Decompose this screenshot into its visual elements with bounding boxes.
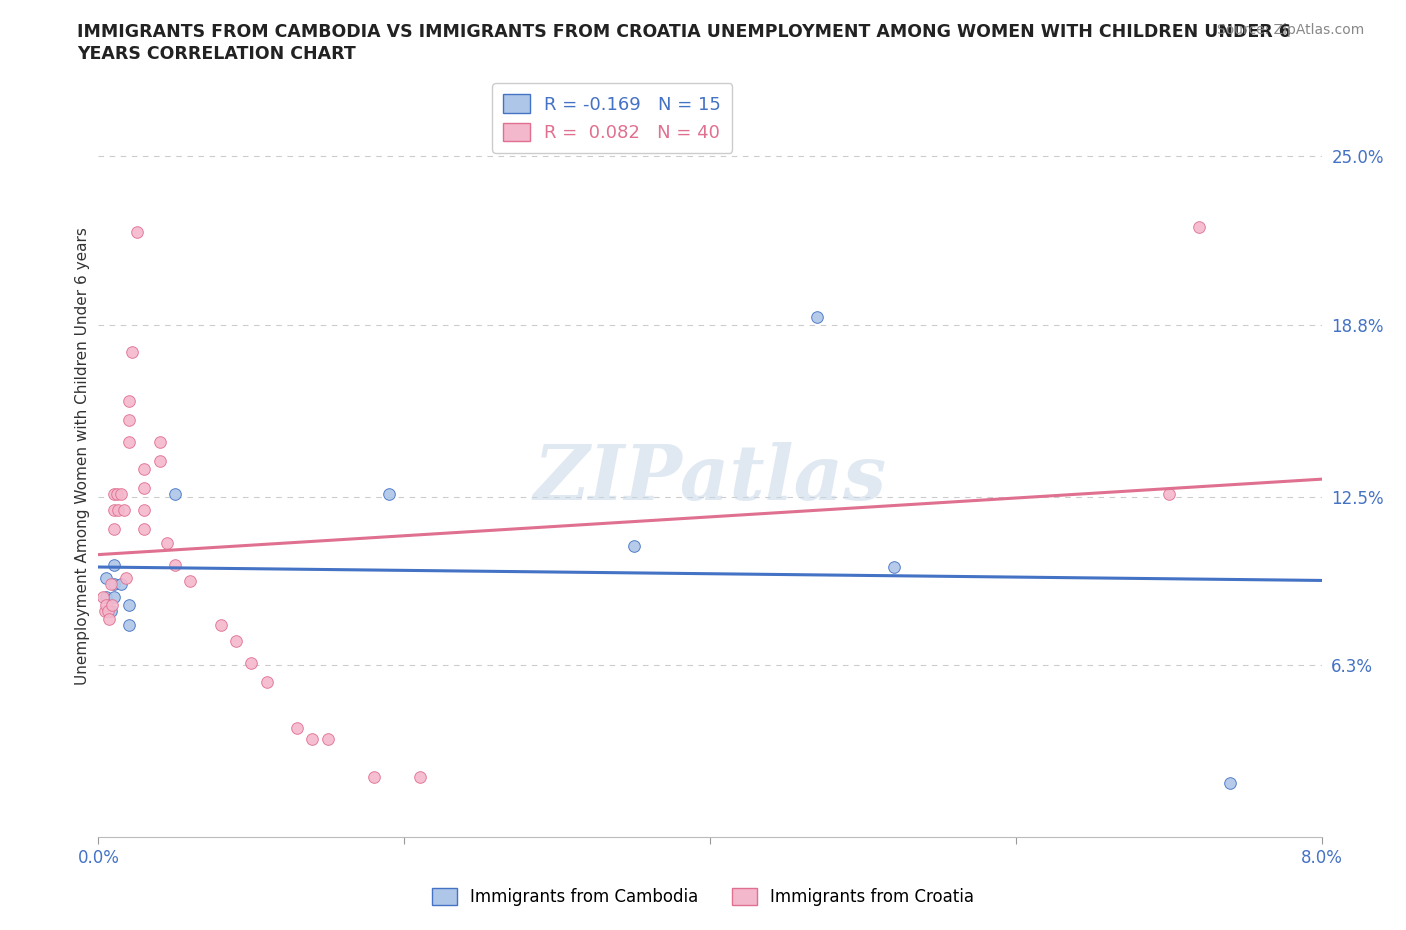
Point — [93, 604, 115, 618]
Point — [110, 577, 132, 591]
Point — [100, 604, 122, 618]
Point — [91, 590, 114, 604]
Point — [179, 574, 201, 589]
Point — [118, 434, 141, 449]
Point — [378, 486, 401, 501]
Point — [112, 503, 135, 518]
Point — [125, 225, 148, 240]
Point — [103, 486, 125, 501]
Point — [163, 557, 186, 572]
Point — [1219, 775, 1241, 790]
Y-axis label: Unemployment Among Women with Children Under 6 years: Unemployment Among Women with Children U… — [75, 227, 90, 684]
Point — [134, 481, 156, 496]
Point — [225, 633, 247, 648]
Point — [623, 538, 645, 553]
Point — [301, 732, 323, 747]
Text: YEARS CORRELATION CHART: YEARS CORRELATION CHART — [77, 45, 356, 62]
Point — [134, 522, 156, 537]
Legend: R = -0.169   N = 15, R =  0.082   N = 40: R = -0.169 N = 15, R = 0.082 N = 40 — [492, 84, 733, 153]
Point — [118, 598, 141, 613]
Point — [94, 598, 117, 613]
Point — [121, 345, 143, 360]
Point — [110, 486, 132, 501]
Point — [103, 503, 125, 518]
Text: IMMIGRANTS FROM CAMBODIA VS IMMIGRANTS FROM CROATIA UNEMPLOYMENT AMONG WOMEN WIT: IMMIGRANTS FROM CAMBODIA VS IMMIGRANTS F… — [77, 23, 1291, 41]
Point — [363, 770, 385, 785]
Point — [285, 721, 308, 736]
Point — [101, 598, 124, 613]
Point — [149, 454, 172, 469]
Point — [115, 571, 138, 586]
Point — [316, 732, 339, 747]
Point — [118, 618, 141, 632]
Point — [883, 560, 905, 575]
Legend: Immigrants from Cambodia, Immigrants from Croatia: Immigrants from Cambodia, Immigrants fro… — [425, 881, 981, 912]
Point — [103, 590, 125, 604]
Point — [1188, 219, 1211, 234]
Point — [256, 674, 278, 689]
Text: ZIPatlas: ZIPatlas — [533, 442, 887, 515]
Point — [107, 503, 129, 518]
Point — [209, 618, 232, 632]
Point — [100, 577, 122, 591]
Point — [118, 413, 141, 428]
Point — [103, 522, 125, 537]
Point — [94, 590, 117, 604]
Point — [806, 310, 828, 325]
Point — [134, 503, 156, 518]
Point — [103, 557, 125, 572]
Point — [94, 571, 117, 586]
Text: Source: ZipAtlas.com: Source: ZipAtlas.com — [1216, 23, 1364, 37]
Point — [149, 434, 172, 449]
Point — [1157, 486, 1180, 501]
Point — [156, 536, 179, 551]
Point — [97, 604, 120, 618]
Point — [118, 393, 141, 408]
Point — [240, 656, 263, 671]
Point — [163, 486, 186, 501]
Point — [134, 462, 156, 477]
Point — [103, 577, 125, 591]
Point — [408, 770, 430, 785]
Point — [105, 486, 128, 501]
Point — [98, 612, 121, 627]
